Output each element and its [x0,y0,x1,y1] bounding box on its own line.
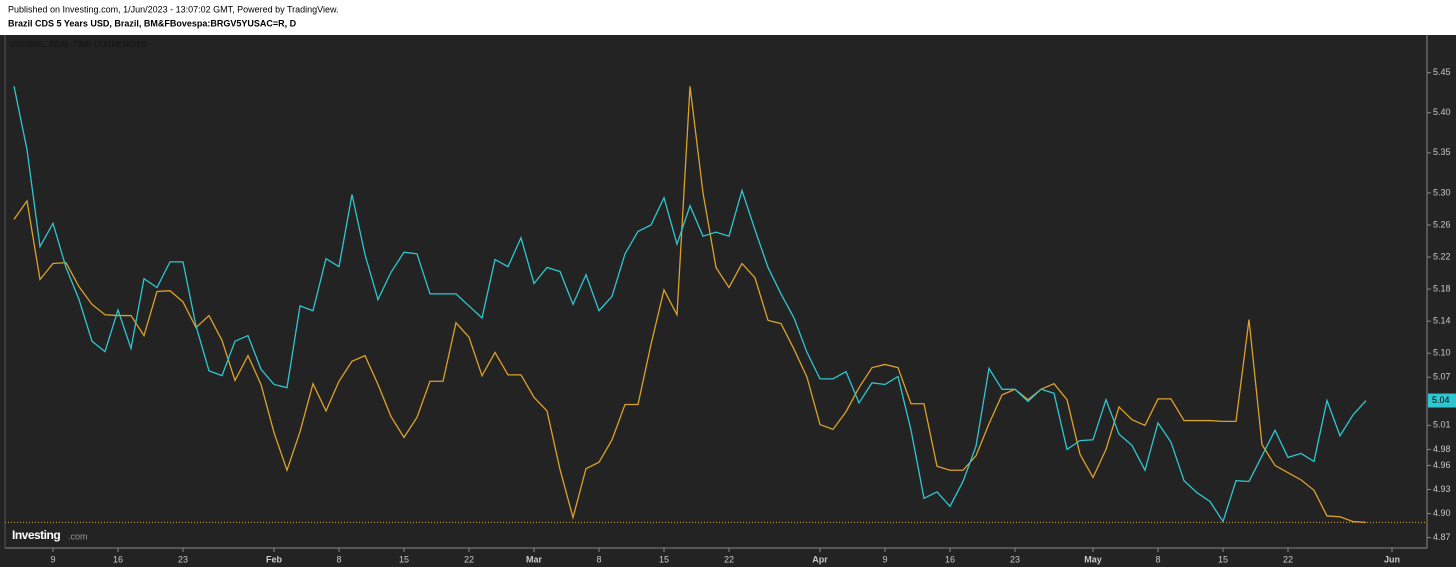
series-line [13,86,1367,524]
logo-name: Investing [12,528,60,542]
y-tick-label: 5.26 [1433,219,1451,229]
x-tick-label: 16 [945,554,955,564]
y-tick-label: 5.01 [1433,420,1451,430]
y-tick-label: 5.35 [1433,147,1451,157]
last-value-box [1428,393,1456,408]
x-tick-label: 23 [178,554,188,564]
y-tick-label: 5.30 [1433,187,1451,197]
y-tick-label: 4.98 [1433,444,1451,454]
x-tick-label: 16 [113,554,123,564]
x-tick-label: 15 [659,554,669,564]
x-tick-label: 22 [464,554,474,564]
x-tick-label: Apr [812,554,828,564]
chart-bg [0,35,1456,567]
logo-suffix: .com [68,531,88,541]
x-tick-label: Feb [266,554,283,564]
x-tick-label: 23 [1010,554,1020,564]
x-tick-label: 8 [596,554,601,564]
y-tick-label: 5.22 [1433,251,1451,261]
series-line [13,86,1367,523]
y-tick-label: 4.96 [1433,460,1451,470]
symbol-text: Brazil CDS 5 Years USD, Brazil, BM&FBove… [8,18,297,28]
x-tick-label: 9 [882,554,887,564]
x-tick-label: 8 [336,554,341,564]
x-tick-label: May [1084,554,1102,564]
y-tick-label: 4.87 [1433,532,1451,542]
y-tick-label: 5.18 [1433,283,1451,293]
last-value-label: 5.04 [1432,395,1450,405]
header-bg [0,0,1456,35]
x-tick-label: 22 [1283,554,1293,564]
x-tick-label: 22 [724,554,734,564]
published-text: Published on Investing.com, 1/Jun/2023 -… [8,4,339,14]
x-tick-label: Mar [526,554,543,564]
y-tick-label: 5.10 [1433,348,1451,358]
chart-title: USD/BRL, REAL-TIME CURRENCIES [10,40,147,49]
y-tick-label: 5.14 [1433,316,1451,326]
x-tick-label: 9 [50,554,55,564]
x-tick-label: 15 [1218,554,1228,564]
y-tick-label: 4.93 [1433,484,1451,494]
y-tick-label: 4.90 [1433,508,1451,518]
x-tick-label: 8 [1155,554,1160,564]
y-tick-label: 5.40 [1433,107,1451,117]
y-tick-label: 5.45 [1433,67,1451,77]
x-tick-label: Jun [1384,554,1400,564]
x-tick-label: 15 [399,554,409,564]
y-tick-label: 5.07 [1433,372,1451,382]
